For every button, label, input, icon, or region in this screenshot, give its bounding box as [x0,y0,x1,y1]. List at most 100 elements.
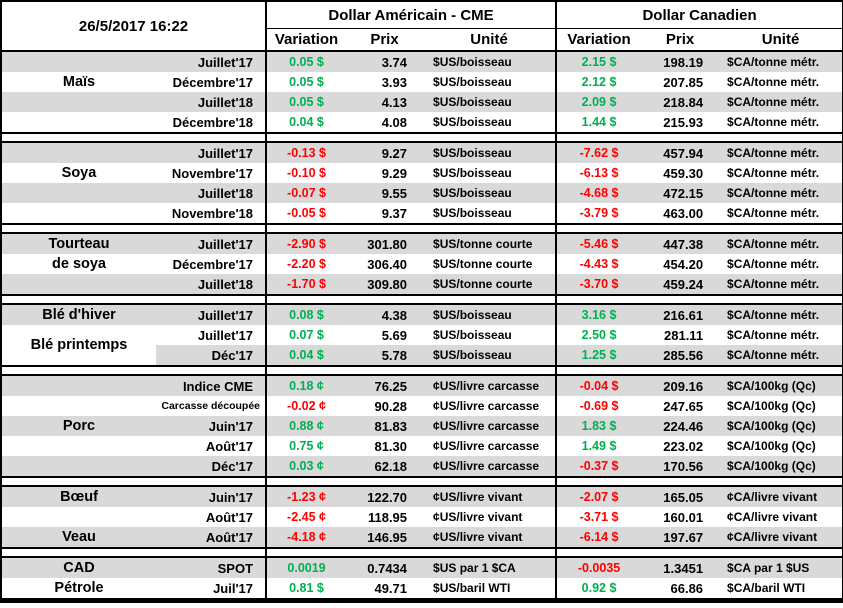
cell-month: Déc'17 [156,456,267,477]
cell-price-ca: 198.19 [641,51,720,72]
cell-unit-ca: $CA/tonne métr. [719,72,843,92]
cell-commodity: Maïs [1,72,156,92]
cell-variation-us: 0.03 ¢ [265,456,347,477]
cell-variation-ca: 1.44 $ [555,112,642,133]
cell-variation-us: -0.13 $ [265,142,347,163]
cell-unit-ca: $CA/tonne métr. [719,345,843,366]
cell-unit-us: $US/boisseau [423,304,557,325]
cell-unit-us: ¢US/livre carcasse [423,416,557,436]
cell-variation-ca: -0.04 $ [555,375,642,396]
cell-commodity [1,183,156,203]
cell-price-us: 81.83 [346,416,424,436]
cell-variation-us: -0.10 $ [265,163,347,183]
cell-commodity: Pétrole [1,578,156,601]
cell-month: Juillet'17 [156,304,267,325]
cell-variation-ca: -0.69 $ [555,396,642,416]
divider-us [265,132,557,143]
cell-unit-ca: $CA/tonne métr. [719,112,843,133]
cell-unit-ca: $CA/tonne métr. [719,142,843,163]
cell-price-ca: 207.85 [641,72,720,92]
section-divider [1,294,843,305]
cell-commodity [1,456,156,477]
cell-unit-ca: $CA/tonne métr. [719,325,843,345]
table-row: Août'17 0.75 ¢ 81.30 ¢US/livre carcasse 1.49… [1,436,843,456]
cell-price-ca: 247.65 [641,396,720,416]
cell-unit-ca: $CA/100kg (Qc) [719,375,843,396]
cell-price-ca: 216.61 [641,304,720,325]
cell-price-us: 4.38 [346,304,424,325]
divider-left [1,294,267,305]
report-datetime: 26/5/2017 16:22 [1,1,267,52]
cell-unit-ca: $CA/tonne métr. [719,274,843,295]
cell-price-us: 3.74 [346,51,424,72]
cell-month: Décembre'18 [156,112,267,133]
cell-month: Décembre'17 [156,72,267,92]
cell-variation-us: 0.08 $ [265,304,347,325]
divider-left [1,223,267,234]
cell-unit-ca: $CA/tonne métr. [719,51,843,72]
table-row: Tourteau Juillet'17 -2.90 $301.80 $US/tonne… [1,233,843,254]
table-row: Déc'17 0.04 $5.78 $US/boisseau 1.25 $285.56… [1,345,843,366]
divider-us [265,476,557,487]
cell-variation-us: -4.18 ¢ [265,527,347,548]
cell-variation-ca: -0.0035 [555,557,642,578]
cell-price-ca: 459.24 [641,274,720,295]
cell-unit-ca: $CA/tonne métr. [719,254,843,274]
cell-price-ca: 215.93 [641,112,720,133]
table-row: Juillet'18 -1.70 $309.80 $US/tonne courte -… [1,274,843,295]
table-body: Juillet'17 0.05 $3.74 $US/boisseau 2.15 $19… [1,51,843,601]
cell-unit-us: $US par 1 $CA [423,557,557,578]
cell-variation-us: 0.04 $ [265,112,347,133]
cell-variation-ca: -7.62 $ [555,142,642,163]
cell-price-us: 90.28 [346,396,424,416]
cell-unit-ca: ¢CA/livre vivant [719,486,843,507]
cell-price-us: 9.27 [346,142,424,163]
table-row: de soya Décembre'17 -2.20 $306.40 $US/tonne… [1,254,843,274]
cell-price-ca: 224.46 [641,416,720,436]
cell-unit-ca: $CA/tonne métr. [719,92,843,112]
table-row: Porc Juin'17 0.88 ¢ 81.83 ¢US/livre carcasse… [1,416,843,436]
cell-price-ca: 218.84 [641,92,720,112]
column-header-prix-us: Prix [346,28,424,52]
table-header: 26/5/2017 16:22 Dollar Américain - CME D… [1,1,843,52]
cell-variation-ca: -4.68 $ [555,183,642,203]
cell-unit-us: $US/boisseau [423,142,557,163]
table-row: Juillet'17 -0.13 $9.27 $US/boisseau -7.62 $… [1,142,843,163]
cell-price-us: 5.78 [346,345,424,366]
cell-price-us: 81.30 [346,436,424,456]
cell-unit-ca: $CA/tonne métr. [719,183,843,203]
column-header-unite-us: Unité [423,28,557,52]
table-row: Blé printemps Juillet'17 0.07 $5.69 $US/boi… [1,325,843,366]
section-divider [1,132,843,143]
table-row: Déc'17 0.03 ¢ 62.18 ¢US/livre carcasse -0.37… [1,456,843,477]
cell-month: Juillet'18 [156,274,267,295]
table-row: Veau Août'17 -4.18 ¢ 146.95 ¢US/livre vivant… [1,527,843,548]
cell-price-us: 146.95 [346,527,424,548]
divider-us [265,223,557,234]
cell-commodity [1,436,156,456]
cell-price-ca: 457.94 [641,142,720,163]
cell-variation-ca: 1.49 $ [555,436,642,456]
cell-month: Juillet'17 [156,142,267,163]
cell-price-us: 306.40 [346,254,424,274]
cell-unit-ca: $CA/tonne métr. [719,233,843,254]
cell-price-us: 118.95 [346,507,424,527]
cell-variation-us: -0.05 $ [265,203,347,224]
table-row: Juillet'18 0.05 $4.13 $US/boisseau 2.09 $21… [1,92,843,112]
cell-price-us: 9.55 [346,183,424,203]
cell-price-us: 301.80 [346,233,424,254]
cell-unit-ca: $CA par 1 $US [719,557,843,578]
cell-variation-us: -1.70 $ [265,274,347,295]
cell-variation-ca: 1.25 $ [555,345,642,366]
cell-unit-ca: $CA/100kg (Qc) [719,436,843,456]
cell-month: Novembre'17 [156,163,267,183]
cell-commodity: CAD [1,557,156,578]
table-row: Août'17 -2.45 ¢ 118.95 ¢US/livre vivant -3.7… [1,507,843,527]
divider-ca [555,365,843,376]
cell-variation-ca: 2.12 $ [555,72,642,92]
cell-month: Juillet'17 [156,233,267,254]
cell-unit-ca: $CA/tonne métr. [719,163,843,183]
divider-left [1,132,267,143]
cell-unit-us: ¢US/livre carcasse [423,396,557,416]
cell-price-ca: 160.01 [641,507,720,527]
